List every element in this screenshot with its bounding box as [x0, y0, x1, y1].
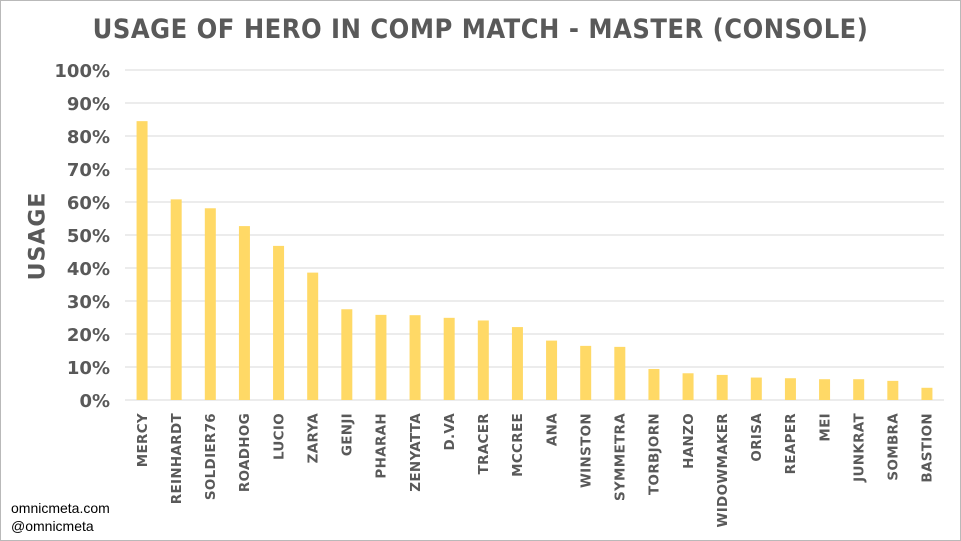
x-tick-label: SOMBRA: [886, 413, 902, 481]
bar: [238, 226, 250, 400]
bar: [443, 317, 455, 400]
x-tick-label: ZARYA: [305, 413, 321, 464]
x-tick-label: ZENYATTA: [408, 413, 424, 492]
x-tick-label: HANZO: [681, 413, 697, 469]
x-tick-label: WIDOWMAKER: [715, 413, 731, 528]
bar: [341, 309, 353, 400]
x-tick-label: MCCREE: [510, 413, 526, 477]
x-tick-label: PHARAH: [374, 413, 390, 479]
x-tick-label: MERCY: [135, 413, 151, 467]
y-tick-label: 30%: [67, 292, 110, 313]
x-tick-label: D.VA: [442, 413, 458, 451]
x-tick-label: ORISA: [749, 413, 765, 462]
x-tick-label: SYMMETRA: [613, 413, 629, 501]
y-tick-label: 100%: [54, 61, 110, 82]
bar: [648, 368, 660, 400]
bar: [136, 121, 148, 401]
footer-handle: @omnicmeta: [11, 518, 94, 534]
y-tick-label: 0%: [79, 391, 110, 412]
bar: [887, 380, 899, 400]
bar: [204, 208, 216, 400]
footer-website: omnicmeta.com: [11, 500, 110, 516]
y-tick-label: 50%: [67, 226, 110, 247]
bar: [853, 379, 865, 400]
x-tick-label: MEI: [817, 413, 833, 442]
x-tick-label: REAPER: [783, 413, 799, 475]
bar: [511, 327, 523, 400]
y-tick-label: 70%: [67, 160, 110, 181]
y-tick-label: 40%: [67, 259, 110, 280]
bar: [375, 314, 387, 400]
bar: [716, 374, 728, 400]
bar: [273, 245, 285, 400]
y-tick-label: 10%: [67, 358, 110, 379]
bar: [409, 315, 421, 400]
bar: [819, 379, 831, 400]
y-tick-label: 80%: [67, 127, 110, 148]
x-tick-label: LUCIO: [271, 413, 287, 460]
x-tick-label: REINHARDT: [169, 413, 185, 505]
bar: [170, 199, 182, 400]
bar: [614, 346, 626, 400]
x-tick-label: TORBJORN: [647, 413, 663, 495]
x-tick-label: ANA: [544, 413, 560, 446]
y-tick-label: 90%: [67, 94, 110, 115]
bar: [546, 340, 558, 400]
bar: [580, 345, 592, 400]
bar: [477, 320, 489, 400]
bar: [307, 272, 319, 400]
y-tick-label: 60%: [67, 193, 110, 214]
x-tick-label: BASTION: [920, 413, 936, 483]
bar: [682, 373, 694, 400]
bar: [750, 377, 762, 400]
x-tick-label: GENJI: [340, 413, 356, 456]
x-tick-label: JUNKRAT: [851, 413, 867, 483]
bar: [921, 387, 933, 400]
x-tick-label: ROADHOG: [237, 413, 253, 492]
y-tick-label: 20%: [67, 325, 110, 346]
x-tick-label: TRACER: [476, 413, 492, 475]
chart-title: USAGE OF HERO IN COMP MATCH - MASTER (CO…: [92, 14, 869, 45]
bar: [784, 378, 796, 400]
x-tick-label: SOLDIER76: [203, 413, 219, 500]
x-tick-label: WINSTON: [578, 413, 594, 488]
